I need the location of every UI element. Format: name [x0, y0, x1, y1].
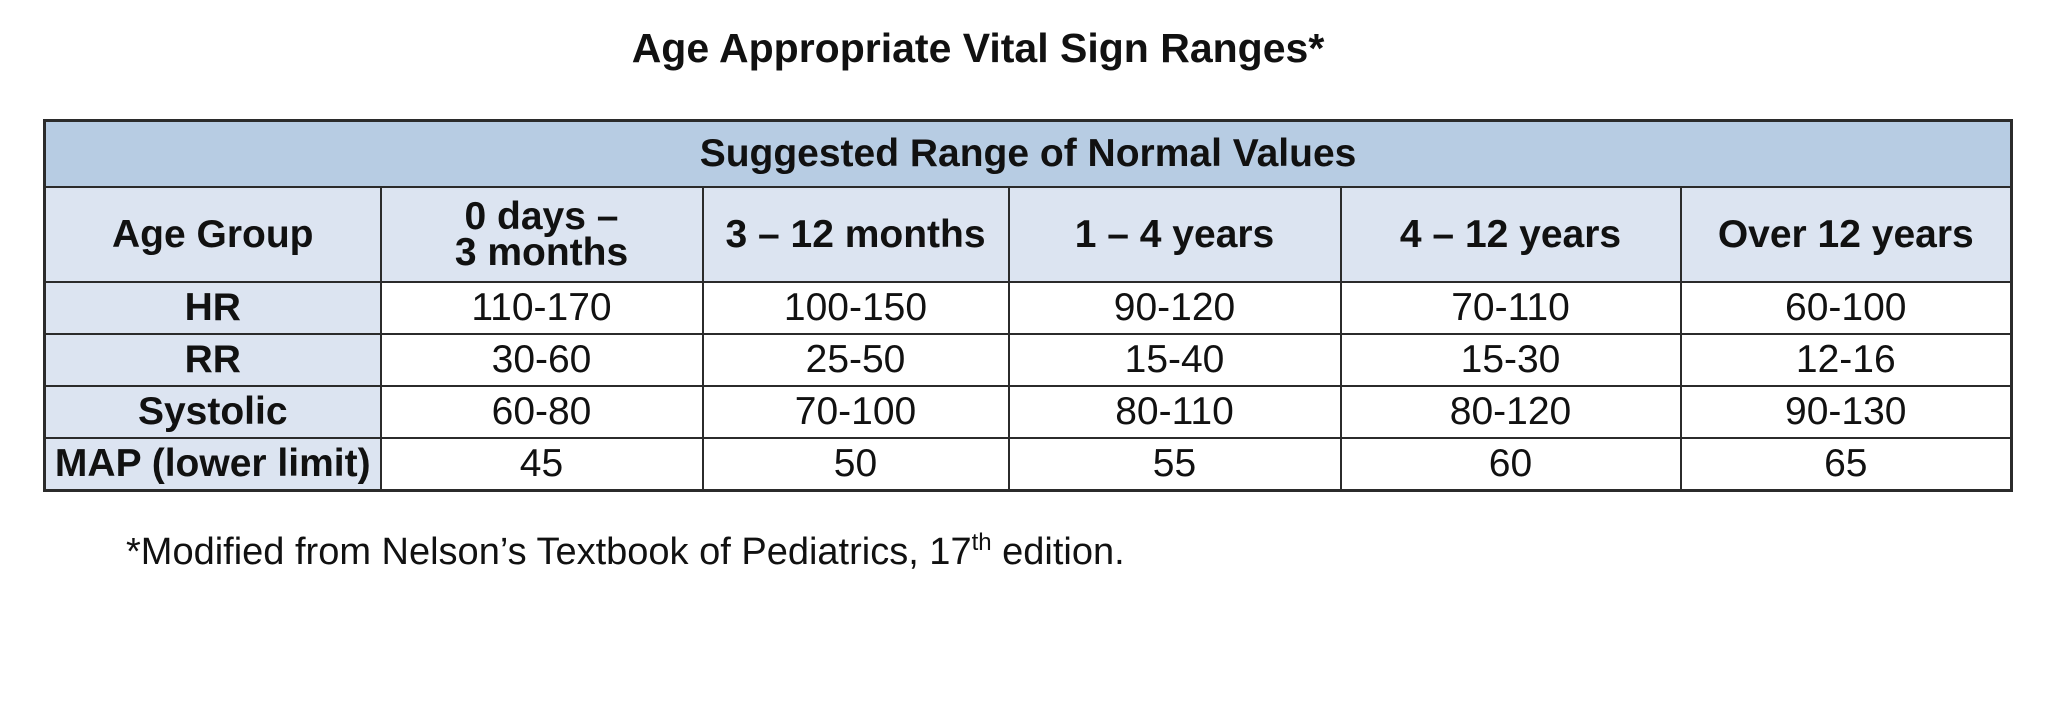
- table-row-map: MAP (lower limit) 45 50 55 60 65: [43, 437, 2013, 492]
- row-label: HR: [43, 281, 382, 335]
- page-title: Age Appropriate Vital Sign Ranges*: [631, 25, 1325, 71]
- table-row-systolic: Systolic 60-80 70-100 80-110 80-120 90-1…: [43, 385, 2013, 439]
- range-header: Suggested Range of Normal Values: [43, 119, 2013, 188]
- column-header-over-12-years: Over 12 years: [1679, 186, 2013, 283]
- table-cell: 80-110: [1007, 385, 1342, 439]
- footnote-suffix: edition.: [991, 531, 1125, 573]
- table-cell: 15-30: [1339, 333, 1682, 387]
- table-cell: 90-120: [1007, 281, 1342, 335]
- table-cell: 70-110: [1339, 281, 1682, 335]
- table-cell: 55: [1007, 437, 1342, 492]
- table-row-rr: RR 30-60 25-50 15-40 15-30 12-16: [43, 333, 2013, 387]
- table-cell: 90-130: [1679, 385, 2013, 439]
- table-cell: 60-100: [1679, 281, 2013, 335]
- row-label: Systolic: [43, 385, 382, 439]
- table-cell: 65: [1679, 437, 2013, 492]
- table-cell: 80-120: [1339, 385, 1682, 439]
- group-header-row: Suggested Range of Normal Values: [43, 119, 2013, 188]
- column-header-0-3-months: 0 days – 3 months: [379, 186, 704, 283]
- column-header-3-12-months: 3 – 12 months: [701, 186, 1010, 283]
- table-cell: 12-16: [1679, 333, 2013, 387]
- column-header-1-4-years: 1 – 4 years: [1007, 186, 1342, 283]
- table-cell: 110-170: [379, 281, 704, 335]
- column-header-line: 3 months: [454, 230, 629, 274]
- footnote-superscript: th: [971, 529, 992, 556]
- table-cell: 50: [701, 437, 1010, 492]
- table-row-hr: HR 110-170 100-150 90-120 70-110 60-100: [43, 281, 2013, 335]
- row-label: MAP (lower limit): [43, 437, 382, 492]
- table-cell: 30-60: [379, 333, 704, 387]
- table-cell: 70-100: [701, 385, 1010, 439]
- table-cell: 60: [1339, 437, 1682, 492]
- table-cell: 15-40: [1007, 333, 1342, 387]
- table-cell: 100-150: [701, 281, 1010, 335]
- footnote: *Modified from Nelson’s Textbook of Pedi…: [126, 525, 1125, 579]
- table-cell: 45: [379, 437, 704, 492]
- column-header-row: Age Group 0 days – 3 months 3 – 12 month…: [43, 186, 2013, 283]
- vital-signs-table: Suggested Range of Normal Values Age Gro…: [43, 119, 2014, 492]
- footnote-text: *Modified from Nelson’s Textbook of Pedi…: [126, 531, 972, 573]
- table-cell: 60-80: [379, 385, 704, 439]
- table-cell: 25-50: [701, 333, 1010, 387]
- column-header-line: 0 days –: [464, 194, 619, 238]
- row-label: RR: [43, 333, 382, 387]
- column-header-4-12-years: 4 – 12 years: [1339, 186, 1682, 283]
- age-group-header: Age Group: [43, 186, 382, 283]
